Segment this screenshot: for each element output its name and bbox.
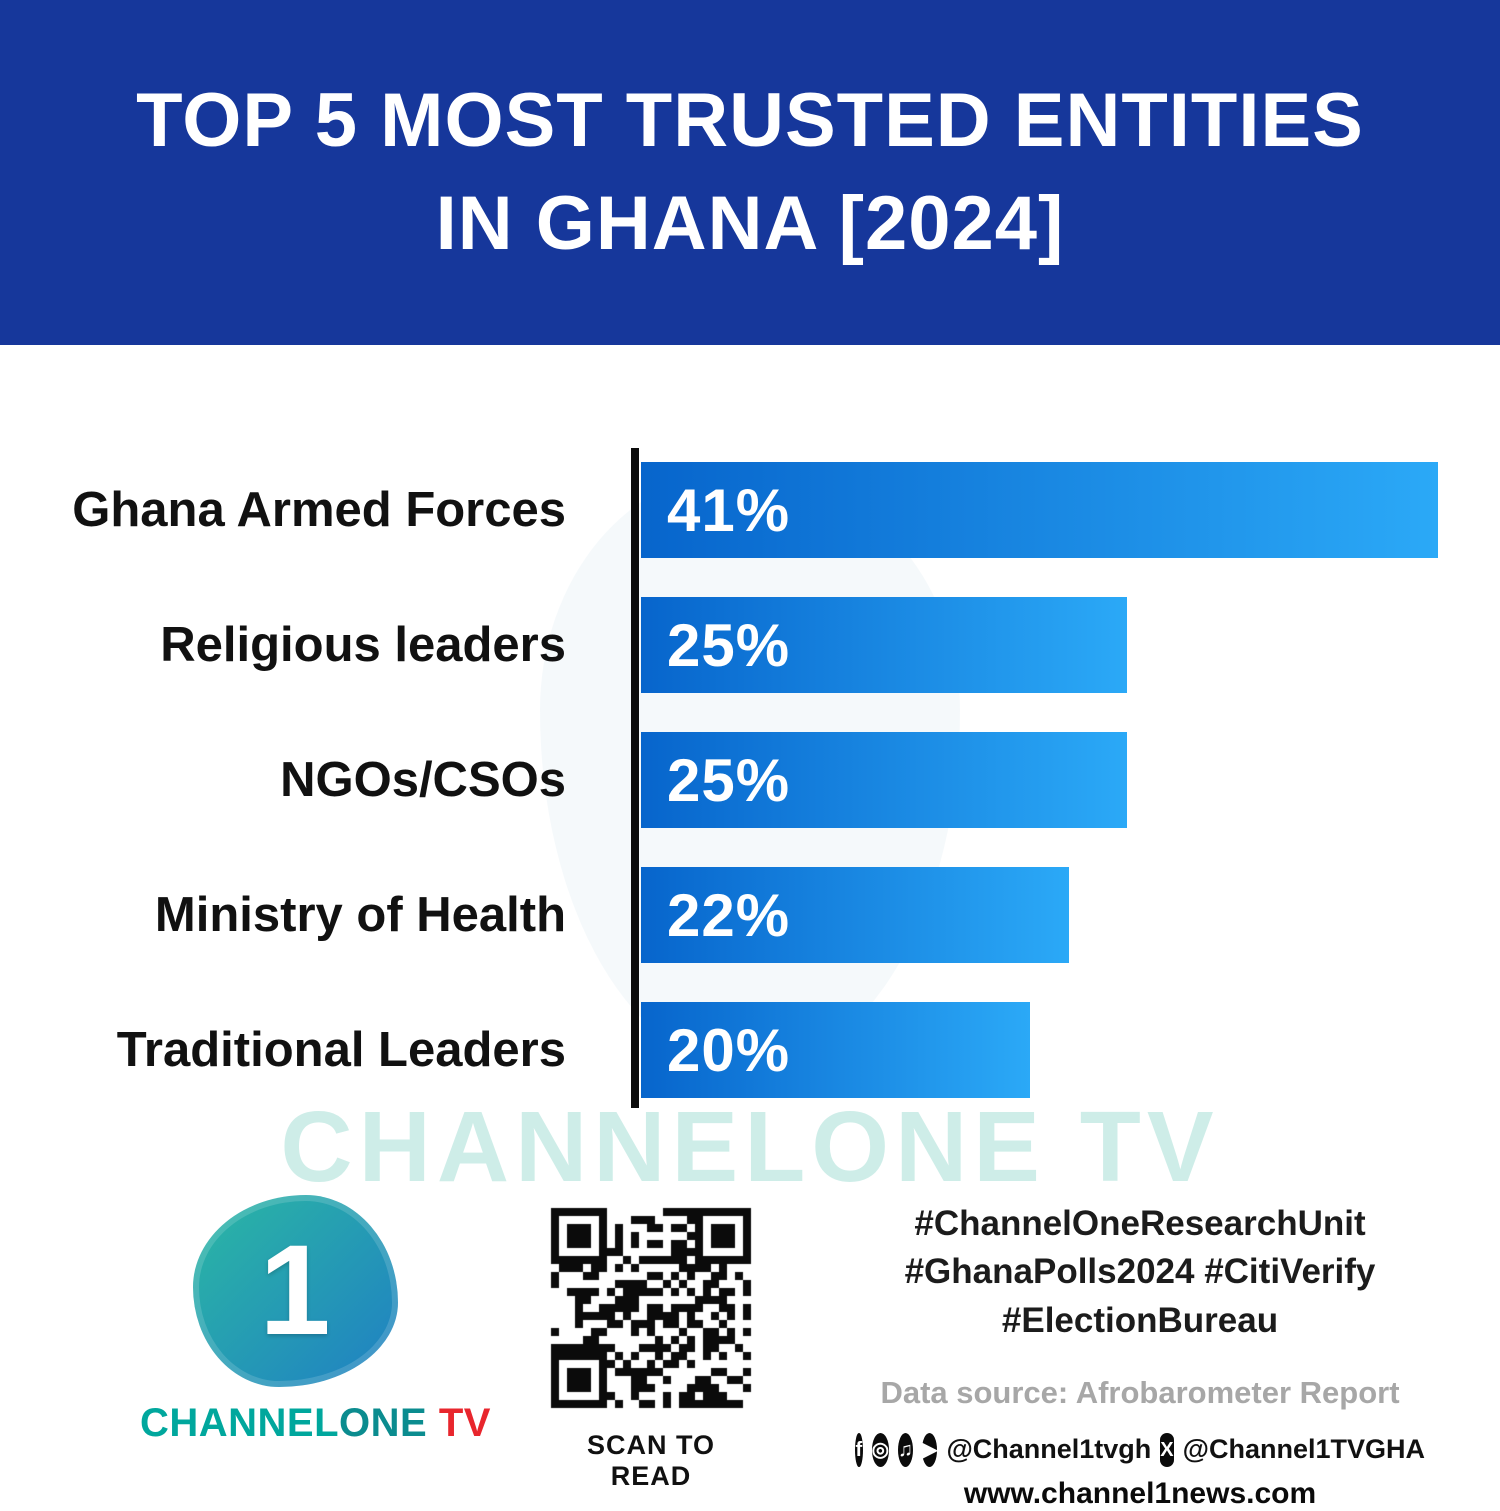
bar-row: 25% [641, 732, 1438, 828]
bar-rows: 41% 25% 25% 22% 20% [641, 462, 1438, 1137]
data-source-label: Data source: Afrobarometer Report [880, 1374, 1400, 1410]
instagram-icon: ◎ [871, 1432, 890, 1467]
category-label: Religious leaders [160, 618, 566, 672]
header-banner: TOP 5 MOST TRUSTED ENTITIES IN GHANA [20… [0, 0, 1500, 345]
x-twitter-icon: X [1160, 1432, 1174, 1467]
social-handle-2: @Channel1TVGHA [1182, 1434, 1425, 1465]
hashtag-line-1: #ChannelOneResearchUnit [914, 1204, 1366, 1243]
bar-row: 22% [641, 867, 1438, 963]
bar: 25% [641, 732, 1127, 828]
page-title-line2: IN GHANA [2024] [435, 180, 1065, 266]
brand-tv-text: TV [427, 1401, 491, 1445]
hashtag-line-2: #GhanaPolls2024 #CitiVerify [904, 1252, 1376, 1292]
tiktok-icon: ♫ [898, 1432, 914, 1467]
facebook-icon: f [855, 1432, 863, 1467]
channel-watermark-text: CHANNELONE TV [280, 1091, 1220, 1203]
bar: 22% [641, 867, 1069, 963]
social-row: f ◎ ♫ ▶ @Channel1tvgh X @Channel1TVGHA [855, 1432, 1425, 1467]
page-title-line1: TOP 5 MOST TRUSTED ENTITIES [136, 77, 1364, 163]
logo-numeral: 1 [259, 1219, 331, 1362]
channel-one-logo: 1 CHANNELONE TV [140, 1195, 490, 1446]
bar-value-label: 22% [667, 881, 791, 949]
bar-value-label: 25% [667, 611, 791, 679]
bar-value-label: 25% [667, 746, 791, 814]
bar: 41% [641, 462, 1438, 558]
category-label: Ghana Armed Forces [72, 483, 566, 537]
brand-one-text: ONE [339, 1401, 428, 1445]
bar-value-label: 20% [667, 1016, 791, 1084]
social-handle-1: @Channel1tvgh [946, 1434, 1152, 1465]
qr-code [543, 1200, 759, 1416]
category-label: Ministry of Health [154, 888, 566, 942]
logo-pick-icon: 1 [192, 1195, 398, 1387]
bar-chart: Ghana Armed Forces Religious leaders NGOs/… [0, 448, 1500, 1128]
page-title: TOP 5 MOST TRUSTED ENTITIES IN GHANA [20… [136, 70, 1364, 275]
bar-row: 41% [641, 462, 1438, 558]
bar-row: 25% [641, 597, 1438, 693]
category-label: Traditional Leaders [116, 1023, 566, 1077]
qr-block: SCAN TO READ [543, 1200, 759, 1492]
chart-axis-line [631, 448, 639, 1108]
brand-channel-text: CHANNEL [140, 1401, 340, 1445]
hashtag-line-3: #ElectionBureau [1001, 1300, 1279, 1340]
category-labels: Ghana Armed Forces Religious leaders NGOs/… [0, 462, 600, 1137]
qr-caption: SCAN TO READ [586, 1430, 715, 1491]
footer-info: #ChannelOneResearchUnit #GhanaPolls2024 … [855, 1200, 1425, 1511]
bar: 25% [641, 597, 1127, 693]
category-label: NGOs/CSOs [280, 753, 566, 807]
website-url: www.channel1news.com [963, 1476, 1317, 1510]
bar-row: 20% [641, 1002, 1438, 1098]
bar: 20% [641, 1002, 1030, 1098]
youtube-icon: ▶ [922, 1432, 938, 1467]
bar-value-label: 41% [667, 476, 791, 544]
brand-wordmark: CHANNELONE TV [140, 1401, 490, 1446]
hashtags: #ChannelOneResearchUnit #GhanaPolls2024 … [855, 1200, 1425, 1345]
